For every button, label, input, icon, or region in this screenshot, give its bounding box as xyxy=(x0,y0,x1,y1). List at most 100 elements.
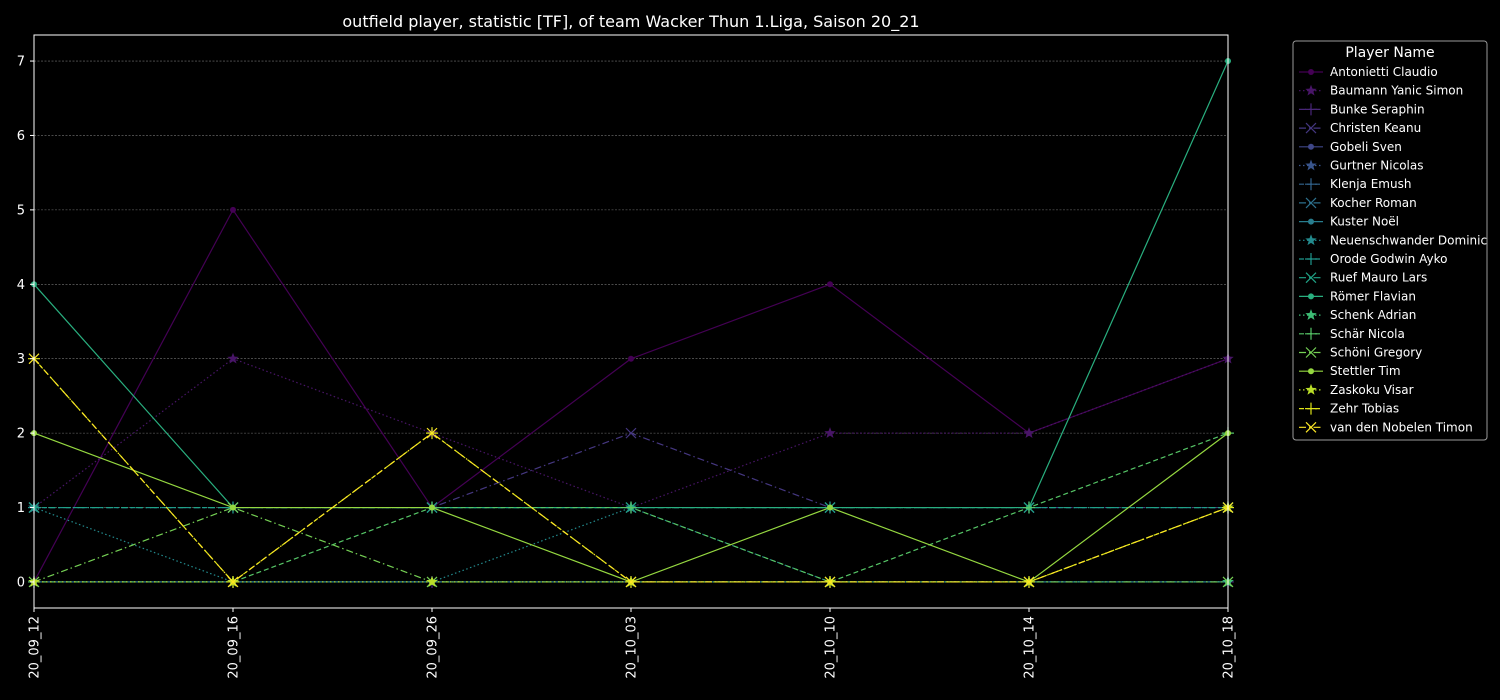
legend-item-schar-nicola: Schär Nicola xyxy=(1299,327,1405,341)
legend-item-kocher-roman: Kocher Roman xyxy=(1299,196,1417,210)
legend-item-baumann-yanic-simon: Baumann Yanic Simon xyxy=(1299,84,1463,98)
y-tick-label-0: 0 xyxy=(17,575,25,590)
legend-label-schenk-adrian: Schenk Adrian xyxy=(1330,308,1416,322)
series-van-den-nobelen-timon xyxy=(28,353,1234,588)
legend-marker-bunke-seraphin xyxy=(1305,103,1317,116)
legend-marker-kuster-noel xyxy=(1308,218,1314,225)
legend-marker-romer-flavian xyxy=(1308,293,1314,300)
point-van-den-nobelen-timon-3 xyxy=(625,576,637,588)
legend-marker-antonietti-claudio xyxy=(1308,69,1314,75)
legend-item-romer-flavian: Römer Flavian xyxy=(1299,289,1416,303)
legend-box xyxy=(1292,40,1488,441)
legend-item-zehr-tobias: Zehr Tobias xyxy=(1299,402,1399,416)
legend-label-gurtner-nicolas: Gurtner Nicolas xyxy=(1330,159,1423,173)
legend-label-christen-keanu: Christen Keanu xyxy=(1330,121,1421,135)
legend-label-van-den-nobelen-timon: van den Nobelen Timon xyxy=(1330,420,1473,434)
point-van-den-nobelen-timon-4 xyxy=(824,576,836,588)
x-tick-label-5: 20_10_14 xyxy=(1023,616,1038,679)
legend-marker-baumann-yanic-simon xyxy=(1305,84,1317,96)
point-antonietti-claudio-4 xyxy=(827,281,833,288)
legend-item-van-den-nobelen-timon: van den Nobelen Timon xyxy=(1299,420,1473,434)
legend-item-neuenschwander-dominic: Neuenschwander Dominic xyxy=(1299,233,1487,247)
legend-label-neuenschwander-dominic: Neuenschwander Dominic xyxy=(1330,233,1487,247)
legend-marker-schenk-adrian xyxy=(1305,309,1317,320)
legend-marker-klenja-emush xyxy=(1305,178,1317,191)
legend-label-schoni-gregory: Schöni Gregory xyxy=(1330,346,1422,360)
legend-item-stettler-tim: Stettler Tim xyxy=(1299,364,1401,378)
legend-item-antonietti-claudio: Antonietti Claudio xyxy=(1299,65,1438,79)
legend-label-klenja-emush: Klenja Emush xyxy=(1330,177,1411,191)
y-tick-label-4: 4 xyxy=(17,278,25,293)
legend-marker-stettler-tim xyxy=(1308,368,1314,375)
point-baumann-yanic-simon-5 xyxy=(1023,427,1035,438)
legend-item-schoni-gregory: Schöni Gregory xyxy=(1299,346,1422,360)
y-tick-label-5: 5 xyxy=(17,203,25,218)
point-van-den-nobelen-timon-1 xyxy=(227,576,239,588)
point-van-den-nobelen-timon-5 xyxy=(1023,576,1035,588)
legend-label-zehr-tobias: Zehr Tobias xyxy=(1330,402,1399,416)
point-antonietti-claudio-1 xyxy=(230,206,236,213)
legend-label-schar-nicola: Schär Nicola xyxy=(1330,327,1405,341)
point-van-den-nobelen-timon-2 xyxy=(426,427,438,439)
legend-item-ruef-mauro-lars: Ruef Mauro Lars xyxy=(1299,271,1427,285)
point-baumann-yanic-simon-1 xyxy=(227,352,239,364)
point-schar-nicola-3 xyxy=(625,501,637,514)
point-stettler-tim-1 xyxy=(230,504,236,511)
legend-label-zaskoku-visar: Zaskoku Visar xyxy=(1330,383,1414,397)
point-stettler-tim-4 xyxy=(827,504,833,511)
legend-marker-kocher-roman xyxy=(1305,197,1317,209)
point-baumann-yanic-simon-4 xyxy=(824,427,836,438)
x-tick-label-1: 20_09_16 xyxy=(227,616,242,679)
y-tick-label-6: 6 xyxy=(17,129,25,144)
legend-marker-orode-godwin-ayko xyxy=(1305,253,1317,265)
legend-item-kuster-noel: Kuster Noël xyxy=(1299,215,1399,229)
legend-label-bunke-seraphin: Bunke Seraphin xyxy=(1330,102,1425,116)
legend-label-orode-godwin-ayko: Orode Godwin Ayko xyxy=(1330,252,1447,266)
axes: 0 1 2 3 4 5 6 7 20_09_12 20_09_16 20_09_26 20_10_03… xyxy=(17,55,1237,679)
legend-label-ruef-mauro-lars: Ruef Mauro Lars xyxy=(1330,271,1427,285)
legend-label-romer-flavian: Römer Flavian xyxy=(1330,289,1416,303)
legend-label-kocher-roman: Kocher Roman xyxy=(1330,196,1417,210)
legend-item-gurtner-nicolas: Gurtner Nicolas xyxy=(1299,159,1423,173)
legend-marker-ruef-mauro-lars xyxy=(1305,272,1317,284)
legend-item-bunke-seraphin: Bunke Seraphin xyxy=(1299,102,1425,116)
y-tick-label-3: 3 xyxy=(17,352,25,367)
legend-marker-schar-nicola xyxy=(1305,327,1317,340)
legend-marker-neuenschwander-dominic xyxy=(1305,234,1317,246)
y-tick-label-1: 1 xyxy=(17,501,25,516)
y-tick-label-2: 2 xyxy=(17,427,25,442)
legend-label-antonietti-claudio: Antonietti Claudio xyxy=(1330,65,1438,79)
y-tick-label-7: 7 xyxy=(17,55,25,70)
legend-marker-gurtner-nicolas xyxy=(1305,159,1317,171)
legend-item-christen-keanu: Christen Keanu xyxy=(1299,121,1421,135)
point-schar-nicola-5 xyxy=(1023,501,1035,514)
legend-item-klenja-emush: Klenja Emush xyxy=(1299,177,1411,191)
legend-marker-van-den-nobelen-timon xyxy=(1305,421,1317,433)
x-tick-label-0: 20_09_12 xyxy=(28,616,43,679)
legend-marker-zaskoku-visar xyxy=(1305,383,1317,395)
chart-title: outfield player, statistic [TF], of team… xyxy=(342,12,919,32)
point-zaskoku-visar-2 xyxy=(426,575,438,587)
legend-marker-christen-keanu xyxy=(1305,122,1317,134)
legend-item-schenk-adrian: Schenk Adrian xyxy=(1299,308,1416,322)
point-stettler-tim-2 xyxy=(429,504,435,511)
x-tick-label-6: 20_10_18 xyxy=(1222,616,1237,679)
legend-marker-schoni-gregory xyxy=(1305,347,1317,358)
series-layer xyxy=(28,58,1234,588)
legend-item-zaskoku-visar: Zaskoku Visar xyxy=(1299,383,1414,397)
legend-label-stettler-tim: Stettler Tim xyxy=(1330,364,1401,378)
legend-items: Antonietti Claudio Baumann Yanic Simon Bun… xyxy=(1299,65,1487,434)
x-tick-label-4: 20_10_10 xyxy=(824,616,839,679)
point-antonietti-claudio-3 xyxy=(628,355,634,362)
x-tick-label-2: 20_09_26 xyxy=(426,616,441,679)
legend-marker-gobeli-sven xyxy=(1308,143,1314,150)
point-christen-keanu-3 xyxy=(625,427,637,439)
legend-label-kuster-noel: Kuster Noël xyxy=(1330,215,1399,229)
legend-item-orode-godwin-ayko: Orode Godwin Ayko xyxy=(1299,252,1447,266)
legend-marker-zehr-tobias xyxy=(1305,402,1317,415)
legend-item-gobeli-sven: Gobeli Sven xyxy=(1299,140,1402,154)
legend: Player Name Antonietti Claudio Baumann Ya… xyxy=(1292,40,1488,441)
legend-title: Player Name xyxy=(1345,45,1434,61)
